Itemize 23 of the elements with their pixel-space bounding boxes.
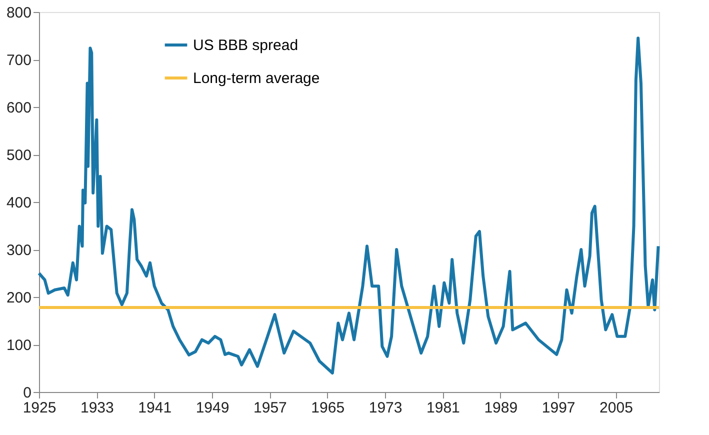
- y-tick-label: 200: [6, 290, 32, 306]
- y-tick-label: 800: [6, 4, 32, 22]
- line-series: [38, 36, 660, 374]
- y-tick-label: 100: [6, 337, 32, 354]
- x-tick-label: 1925: [22, 400, 56, 416]
- x-tick-label: 1973: [368, 400, 402, 416]
- x-tick-label: 1941: [138, 400, 172, 416]
- y-tick-label: 700: [6, 52, 32, 69]
- legend-label: Long-term average: [193, 70, 320, 87]
- x-tick-label: 1933: [80, 400, 114, 416]
- x-tick-label: 1981: [426, 400, 460, 416]
- y-tick-label: 300: [6, 242, 32, 259]
- x-tick-label: 1997: [542, 400, 576, 416]
- y-tick-label: 500: [6, 147, 32, 164]
- x-tick-label: 1989: [484, 400, 518, 416]
- y-tick-label: 600: [6, 100, 32, 116]
- y-tick-label: 400: [6, 194, 32, 212]
- legend-label: US BBB spread: [193, 37, 298, 54]
- x-tick-label: 1965: [311, 400, 345, 416]
- x-tick-label: 1949: [196, 400, 230, 416]
- x-tick-label: 1957: [254, 400, 287, 416]
- y-tick-label: 0: [23, 384, 32, 402]
- x-tick-label: 2005: [600, 400, 633, 416]
